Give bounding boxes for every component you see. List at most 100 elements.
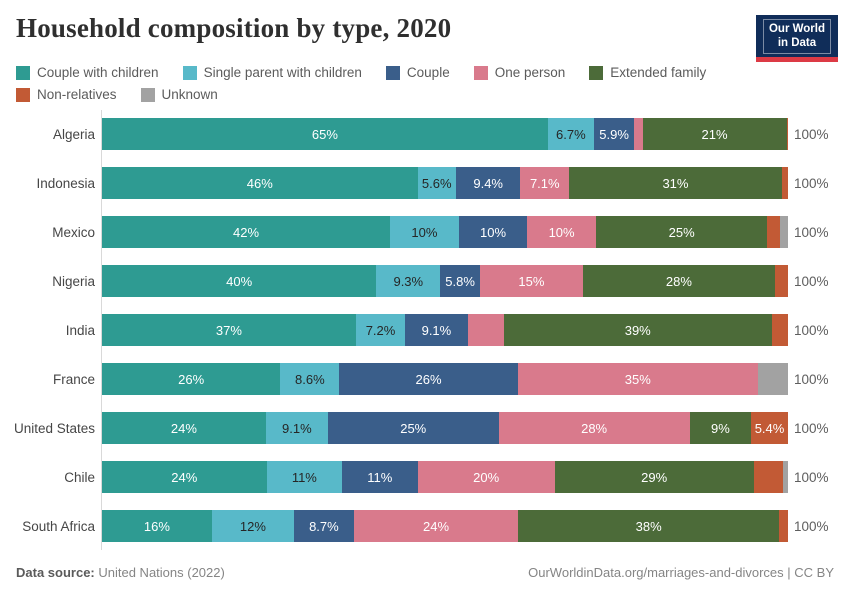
segment-non-relatives[interactable] xyxy=(771,314,788,346)
segment-value-label: 7.2% xyxy=(365,322,396,338)
segment-couple[interactable]: 5.9% xyxy=(593,118,635,150)
segment-value-label: 26% xyxy=(415,371,442,387)
segment-unknown[interactable] xyxy=(779,216,788,248)
segment-non-relatives[interactable] xyxy=(781,167,788,199)
legend-item-one-person[interactable]: One person xyxy=(473,65,565,80)
country-label: Chile xyxy=(64,469,95,485)
segment-one-person[interactable]: 28% xyxy=(498,412,690,444)
segment-value-label: 29% xyxy=(641,469,668,485)
owid-logo[interactable]: Our World in Data xyxy=(755,15,838,62)
stacked-bar: 24% 11% 11% 20% 29% xyxy=(102,461,788,493)
segment-non-relatives[interactable] xyxy=(774,265,788,297)
segment-non-relatives[interactable] xyxy=(786,118,788,150)
legend-item-non-relatives[interactable]: Non-relatives xyxy=(16,87,117,102)
segment-couple[interactable]: 25% xyxy=(327,412,499,444)
data-source-note: Data source: United Nations (2022) xyxy=(16,565,225,580)
segment-couple[interactable]: 9.4% xyxy=(455,167,521,199)
segment-single-parent-with-children[interactable]: 9.1% xyxy=(265,412,328,444)
bar-row-france: France 26% 8.6% 26% 35% 100% xyxy=(0,363,850,395)
segment-couple-with-children[interactable]: 24% xyxy=(102,461,267,493)
segment-single-parent-with-children[interactable]: 11% xyxy=(266,461,343,493)
segment-value-label: 38% xyxy=(635,518,662,534)
segment-extended-family[interactable]: 38% xyxy=(518,510,780,542)
segment-non-relatives[interactable]: 5.4% xyxy=(751,412,788,444)
segment-non-relatives[interactable] xyxy=(767,216,780,248)
segment-couple-with-children[interactable]: 42% xyxy=(102,216,391,248)
segment-couple-with-children[interactable]: 16% xyxy=(102,510,212,542)
segment-couple-with-children[interactable]: 37% xyxy=(102,314,356,346)
segment-non-relatives[interactable] xyxy=(753,461,784,493)
segment-extended-family[interactable]: 25% xyxy=(595,216,768,248)
segment-extended-family[interactable]: 31% xyxy=(569,167,782,199)
segment-couple-with-children[interactable]: 26% xyxy=(102,363,281,395)
segment-couple[interactable]: 11% xyxy=(342,461,418,493)
segment-one-person[interactable]: 10% xyxy=(527,216,596,248)
segment-value-label: 8.7% xyxy=(309,518,339,534)
legend-item-couple-with-children[interactable]: Couple with children xyxy=(16,65,159,80)
legend-item-single-parent-with-children[interactable]: Single parent with children xyxy=(182,65,362,80)
credit-link[interactable]: OurWorldinData.org/marriages-and-divorce… xyxy=(528,565,834,580)
segment-one-person[interactable] xyxy=(634,118,643,150)
segment-extended-family[interactable]: 28% xyxy=(582,265,775,297)
segment-extended-family[interactable]: 29% xyxy=(554,461,754,493)
segment-extended-family[interactable]: 21% xyxy=(642,118,787,150)
segment-one-person[interactable]: 20% xyxy=(417,461,555,493)
total-label: 100% xyxy=(794,371,829,387)
country-label: Indonesia xyxy=(36,175,95,191)
stacked-bar: 26% 8.6% 26% 35% xyxy=(102,363,788,395)
y-axis-line xyxy=(101,110,102,550)
segment-unknown[interactable] xyxy=(757,363,788,395)
segment-value-label: 37% xyxy=(215,322,242,338)
segment-value-label: 24% xyxy=(423,518,450,534)
segment-value-label: 25% xyxy=(400,420,427,436)
country-label: Algeria xyxy=(52,126,95,142)
segment-one-person[interactable]: 7.1% xyxy=(520,167,570,199)
segment-single-parent-with-children[interactable]: 6.7% xyxy=(547,118,594,150)
segment-single-parent-with-children[interactable]: 10% xyxy=(390,216,459,248)
segment-couple[interactable]: 9.1% xyxy=(405,314,468,346)
segment-single-parent-with-children[interactable]: 12% xyxy=(211,510,295,542)
segment-single-parent-with-children[interactable]: 5.6% xyxy=(417,167,456,199)
segment-single-parent-with-children[interactable]: 9.3% xyxy=(376,265,441,297)
segment-value-label: 24% xyxy=(171,469,198,485)
segment-couple[interactable]: 8.7% xyxy=(294,510,354,542)
segment-extended-family[interactable]: 9% xyxy=(689,412,752,444)
segment-single-parent-with-children[interactable]: 8.6% xyxy=(280,363,340,395)
segment-extended-family[interactable]: 39% xyxy=(503,314,772,346)
segment-couple-with-children[interactable]: 65% xyxy=(102,118,548,150)
segment-non-relatives[interactable] xyxy=(779,510,788,542)
legend-label: Unknown xyxy=(161,87,218,102)
segment-value-label: 9% xyxy=(710,420,730,436)
segment-value-label: 25% xyxy=(668,224,695,240)
total-label: 100% xyxy=(794,175,829,191)
stacked-bar: 40% 9.3% 5.8% 15% 28% xyxy=(102,265,788,297)
segment-couple[interactable]: 5.8% xyxy=(440,265,480,297)
segment-one-person[interactable]: 35% xyxy=(517,363,758,395)
segment-value-label: 11% xyxy=(367,469,393,485)
country-label: South Africa xyxy=(22,518,95,534)
segment-single-parent-with-children[interactable]: 7.2% xyxy=(355,314,406,346)
segment-one-person[interactable]: 24% xyxy=(353,510,519,542)
legend-item-extended-family[interactable]: Extended family xyxy=(589,65,706,80)
chart-legend: Couple with children Single parent with c… xyxy=(16,65,796,102)
country-label: United States xyxy=(13,420,95,436)
stacked-bar: 65% 6.7% 5.9% 21% xyxy=(102,118,788,150)
segment-value-label: 5.6% xyxy=(421,175,452,191)
owid-logo-text: Our World in Data xyxy=(762,19,831,54)
legend-item-couple[interactable]: Couple xyxy=(385,65,450,80)
segment-couple-with-children[interactable]: 24% xyxy=(102,412,266,444)
legend-item-unknown[interactable]: Unknown xyxy=(140,87,218,102)
segment-couple-with-children[interactable]: 40% xyxy=(102,265,377,297)
total-label: 100% xyxy=(794,273,829,289)
segment-couple[interactable]: 10% xyxy=(458,216,528,248)
legend-label: Couple xyxy=(406,65,450,80)
segment-value-label: 5.9% xyxy=(599,126,629,142)
legend-swatch-icon xyxy=(385,65,400,80)
total-label: 100% xyxy=(794,518,829,534)
segment-one-person[interactable]: 15% xyxy=(479,265,583,297)
segment-one-person[interactable] xyxy=(467,314,504,346)
segment-unknown[interactable] xyxy=(783,461,788,493)
segment-couple[interactable]: 26% xyxy=(339,363,518,395)
segment-couple-with-children[interactable]: 46% xyxy=(102,167,418,199)
bar-row-india: India 37% 7.2% 9.1% 39% 100% xyxy=(0,314,850,346)
